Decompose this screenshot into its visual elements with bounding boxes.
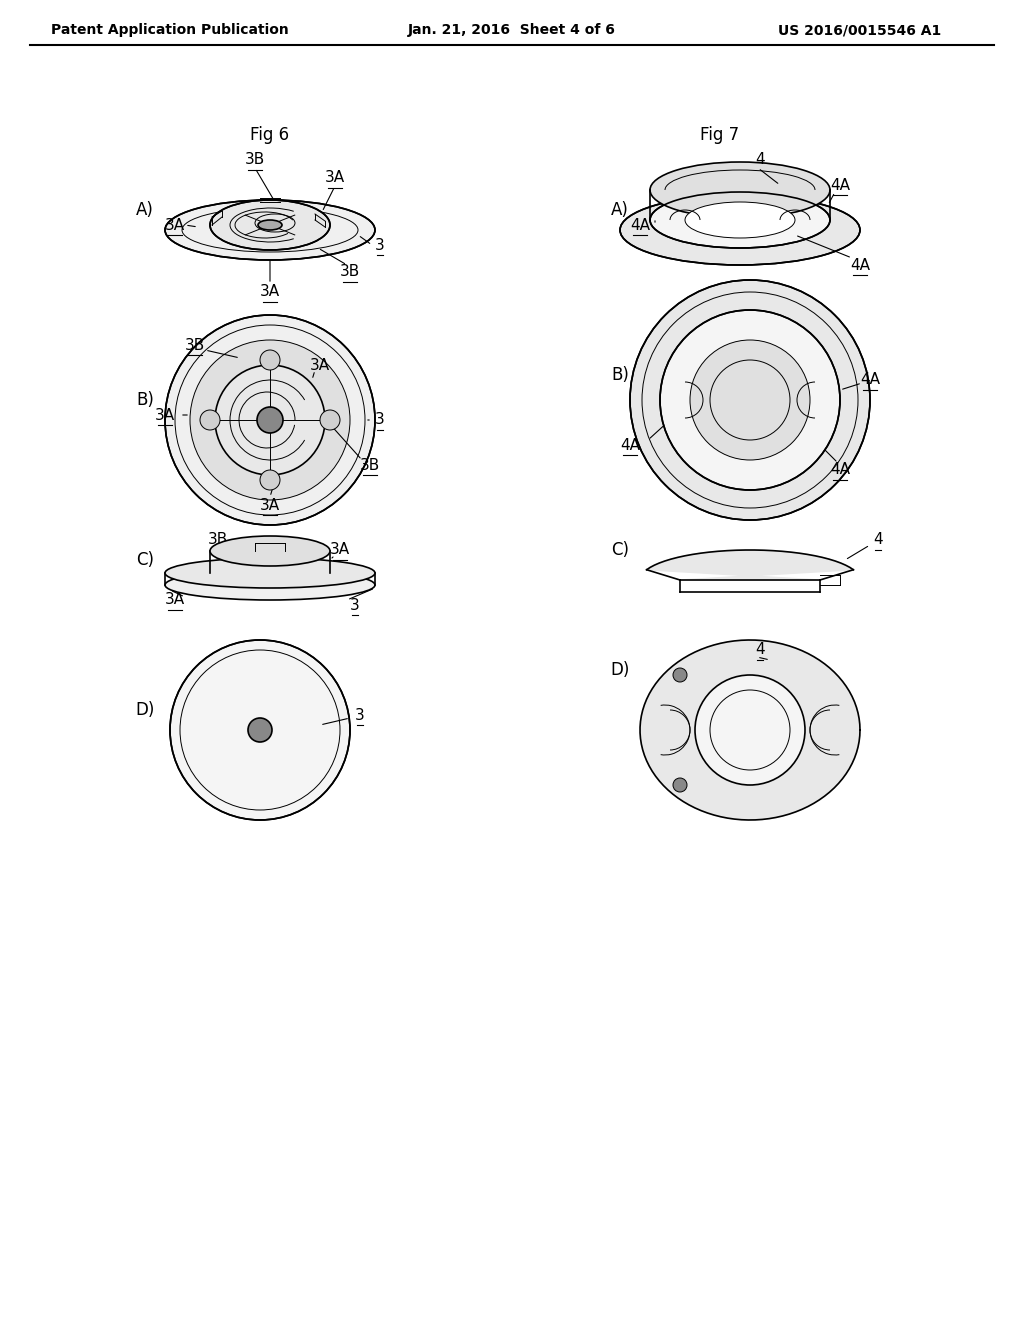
Circle shape <box>248 718 272 742</box>
Ellipse shape <box>165 315 375 525</box>
Text: 3B: 3B <box>185 338 205 352</box>
Text: 3B: 3B <box>359 458 380 473</box>
Ellipse shape <box>690 341 810 459</box>
Text: 4: 4 <box>755 327 765 342</box>
Text: 3: 3 <box>375 412 385 428</box>
Ellipse shape <box>260 470 280 490</box>
Ellipse shape <box>685 202 795 238</box>
Text: 3B: 3B <box>340 264 360 280</box>
Ellipse shape <box>210 536 330 566</box>
Text: 4A: 4A <box>850 257 870 272</box>
Text: 4A: 4A <box>830 177 850 193</box>
Ellipse shape <box>165 558 375 587</box>
Ellipse shape <box>630 280 870 520</box>
Text: 3A: 3A <box>330 543 350 557</box>
Text: C): C) <box>136 550 154 569</box>
Ellipse shape <box>650 191 830 248</box>
Text: 4A: 4A <box>630 218 650 232</box>
Text: 3: 3 <box>375 238 385 252</box>
Text: B): B) <box>611 366 629 384</box>
Text: 3B: 3B <box>208 532 228 548</box>
Text: 3A: 3A <box>260 498 280 512</box>
Text: A): A) <box>611 201 629 219</box>
Text: Fig 6: Fig 6 <box>251 125 290 144</box>
Text: 3A: 3A <box>260 285 280 300</box>
Text: 4: 4 <box>755 643 765 657</box>
Text: B): B) <box>136 391 154 409</box>
Text: 3A: 3A <box>155 408 175 422</box>
Text: 3B: 3B <box>245 153 265 168</box>
Text: 3: 3 <box>355 708 365 722</box>
Circle shape <box>673 777 687 792</box>
Ellipse shape <box>200 411 220 430</box>
Circle shape <box>673 668 687 682</box>
Ellipse shape <box>258 220 282 230</box>
Text: A): A) <box>136 201 154 219</box>
Text: 4A: 4A <box>860 372 880 388</box>
Text: 4: 4 <box>873 532 883 548</box>
Ellipse shape <box>165 570 375 601</box>
Text: 3: 3 <box>350 598 359 612</box>
Polygon shape <box>640 640 860 820</box>
Circle shape <box>695 675 805 785</box>
Ellipse shape <box>260 350 280 370</box>
Ellipse shape <box>190 341 350 500</box>
Text: 3A: 3A <box>165 593 185 607</box>
Text: D): D) <box>135 701 155 719</box>
Text: 3A: 3A <box>310 358 330 372</box>
Text: 4: 4 <box>755 153 765 168</box>
Ellipse shape <box>215 366 325 475</box>
Ellipse shape <box>650 162 830 218</box>
Polygon shape <box>646 550 853 579</box>
Text: Patent Application Publication: Patent Application Publication <box>51 22 289 37</box>
Text: 3A: 3A <box>325 170 345 186</box>
Ellipse shape <box>257 407 283 433</box>
Ellipse shape <box>620 195 860 265</box>
Text: D): D) <box>610 661 630 678</box>
Ellipse shape <box>165 201 375 260</box>
Text: 4A: 4A <box>830 462 850 478</box>
Text: Fig 7: Fig 7 <box>700 125 739 144</box>
Ellipse shape <box>210 201 330 249</box>
Circle shape <box>170 640 350 820</box>
Text: Jan. 21, 2016  Sheet 4 of 6: Jan. 21, 2016 Sheet 4 of 6 <box>408 22 616 37</box>
Text: 3A: 3A <box>165 218 185 232</box>
Text: 4A: 4A <box>620 437 640 453</box>
Ellipse shape <box>319 411 340 430</box>
Text: US 2016/0015546 A1: US 2016/0015546 A1 <box>778 22 942 37</box>
Ellipse shape <box>660 310 840 490</box>
Text: C): C) <box>611 541 629 558</box>
